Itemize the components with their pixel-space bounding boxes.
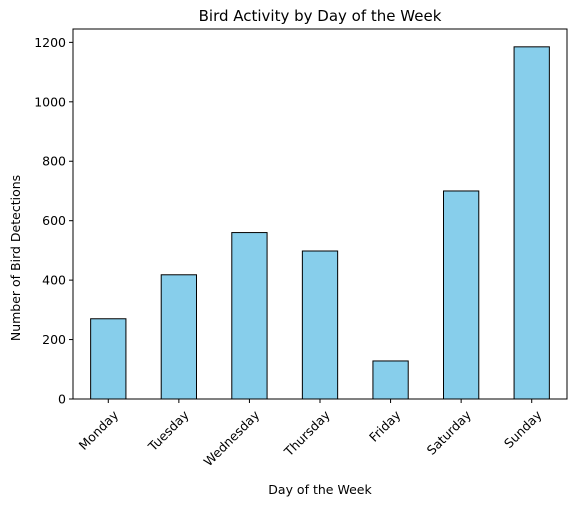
y-tick-label: 800 xyxy=(42,154,66,169)
bar-sunday xyxy=(513,46,550,400)
x-tick-label-wednesday: Wednesday xyxy=(201,407,263,469)
x-axis-title: Day of the Week xyxy=(268,482,372,497)
bar-friday xyxy=(372,360,409,400)
chart-title: Bird Activity by Day of the Week xyxy=(199,7,442,25)
y-tick-label: 1000 xyxy=(34,94,66,109)
bar-tuesday xyxy=(160,274,198,400)
y-tick-label: 600 xyxy=(42,213,66,228)
y-tick-label: 1200 xyxy=(34,35,66,50)
bar-saturday xyxy=(443,190,480,400)
x-tick-label-saturday: Saturday xyxy=(424,407,475,458)
x-tick-label-sunday: Sunday xyxy=(501,407,545,451)
y-axis-title: Number of Bird Detections xyxy=(8,175,23,341)
x-tick-label-friday: Friday xyxy=(366,407,404,445)
bar-wednesday xyxy=(231,232,268,400)
bar-thursday xyxy=(301,250,339,400)
y-tick-label: 400 xyxy=(42,273,66,288)
plot-area: 0 200 400 600 800 1000 1200 Monday Tuesday Wednes… xyxy=(34,28,568,469)
x-tick-label-monday: Monday xyxy=(76,407,122,453)
bar-monday xyxy=(90,318,127,400)
y-tick-label: 200 xyxy=(42,332,66,347)
x-tick-label-thursday: Thursday xyxy=(280,407,333,460)
y-tick-label: 0 xyxy=(58,392,66,407)
x-tick-label-tuesday: Tuesday xyxy=(144,407,192,455)
